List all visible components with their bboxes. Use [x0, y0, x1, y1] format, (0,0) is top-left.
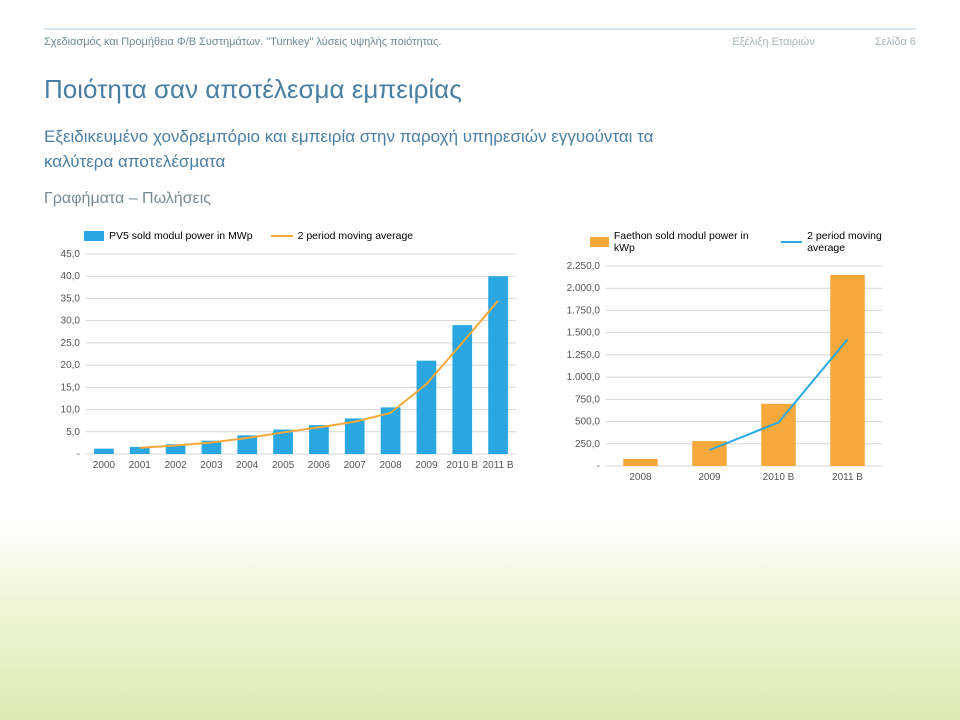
page-title: Ποιότητα σαν αποτέλεσμα εμπειρίας: [44, 74, 916, 105]
legend-bar: Faethon sold modul power in kWp: [590, 230, 763, 254]
svg-text:750,0: 750,0: [575, 395, 600, 406]
svg-text:5,0: 5,0: [66, 427, 80, 438]
svg-text:2004: 2004: [236, 460, 259, 471]
bar: [94, 449, 114, 454]
bar: [309, 425, 329, 454]
svg-text:2011 B: 2011 B: [832, 472, 863, 483]
bar: [623, 459, 658, 466]
bar: [452, 325, 472, 454]
svg-text:2008: 2008: [379, 460, 402, 471]
chart-left: PV5 sold modul power in MWp 2 period movi…: [44, 230, 524, 515]
legend-bar: PV5 sold modul power in MWp: [84, 230, 253, 242]
svg-text:15,0: 15,0: [61, 383, 81, 394]
svg-text:-: -: [597, 461, 600, 472]
svg-text:2001: 2001: [129, 460, 152, 471]
section-label: Γραφήματα – Πωλήσεις: [44, 190, 916, 208]
svg-text:1.750,0: 1.750,0: [567, 306, 601, 317]
svg-text:35,0: 35,0: [61, 294, 81, 305]
header-row: Σχεδιασμός και Προμήθεια Φ/Β Συστημάτων.…: [44, 36, 916, 48]
svg-text:30,0: 30,0: [61, 316, 81, 327]
svg-text:2003: 2003: [200, 460, 223, 471]
svg-text:2006: 2006: [308, 460, 331, 471]
svg-text:2005: 2005: [272, 460, 295, 471]
page: Σχεδιασμός και Προμήθεια Φ/Β Συστημάτων.…: [0, 0, 960, 720]
header-left: Σχεδιασμός και Προμήθεια Φ/Β Συστημάτων.…: [44, 36, 441, 48]
svg-text:2011 B: 2011 B: [483, 460, 514, 471]
subtitle: Εξειδικευμένο χονδρεμπόριο και εμπειρία …: [44, 125, 684, 174]
bar: [488, 277, 508, 455]
chart-legend: Faethon sold modul power in kWp 2 period …: [590, 230, 916, 254]
svg-text:10,0: 10,0: [61, 405, 81, 416]
bar: [830, 275, 865, 466]
legend-line: 2 period moving average: [271, 230, 414, 242]
svg-text:45,0: 45,0: [61, 249, 81, 260]
header-mid: Εξέλιξη Εταιριών: [732, 36, 814, 48]
chart-legend: PV5 sold modul power in MWp 2 period movi…: [84, 230, 524, 242]
svg-text:2000: 2000: [93, 460, 116, 471]
svg-text:1.250,0: 1.250,0: [567, 350, 601, 361]
svg-text:2009: 2009: [415, 460, 438, 471]
svg-text:25,0: 25,0: [61, 338, 81, 349]
svg-text:2007: 2007: [344, 460, 367, 471]
header-rule: [44, 28, 916, 30]
charts-row: PV5 sold modul power in MWp 2 period movi…: [44, 230, 916, 515]
bar: [761, 404, 796, 466]
svg-text:1.000,0: 1.000,0: [567, 372, 601, 383]
svg-text:500,0: 500,0: [575, 417, 600, 428]
svg-text:2010 B: 2010 B: [763, 472, 795, 483]
svg-text:2010 B: 2010 B: [446, 460, 478, 471]
svg-text:-: -: [77, 449, 80, 460]
svg-text:2002: 2002: [164, 460, 187, 471]
header: Σχεδιασμός και Προμήθεια Φ/Β Συστημάτων.…: [0, 0, 960, 48]
header-right: Σελίδα 6: [875, 36, 916, 48]
legend-line: 2 period moving average: [781, 230, 916, 254]
svg-text:2008: 2008: [629, 472, 652, 483]
svg-text:2009: 2009: [698, 472, 721, 483]
chart-svg: - 250,0 500,0 750,0 1.000,0 1.250,0 1.500,0 1.7…: [550, 260, 890, 510]
chart-svg: - 5,0 10,0 15,0 20,0 25,0 30,0 35,0 40,0 45,0 2000…: [44, 248, 524, 498]
svg-text:20,0: 20,0: [61, 360, 81, 371]
chart-right: Faethon sold modul power in kWp 2 period …: [550, 230, 916, 515]
svg-text:1.500,0: 1.500,0: [567, 328, 601, 339]
svg-text:2.000,0: 2.000,0: [567, 284, 601, 295]
svg-text:40,0: 40,0: [61, 272, 81, 283]
svg-text:250,0: 250,0: [575, 439, 600, 450]
svg-text:2.250,0: 2.250,0: [567, 261, 601, 272]
